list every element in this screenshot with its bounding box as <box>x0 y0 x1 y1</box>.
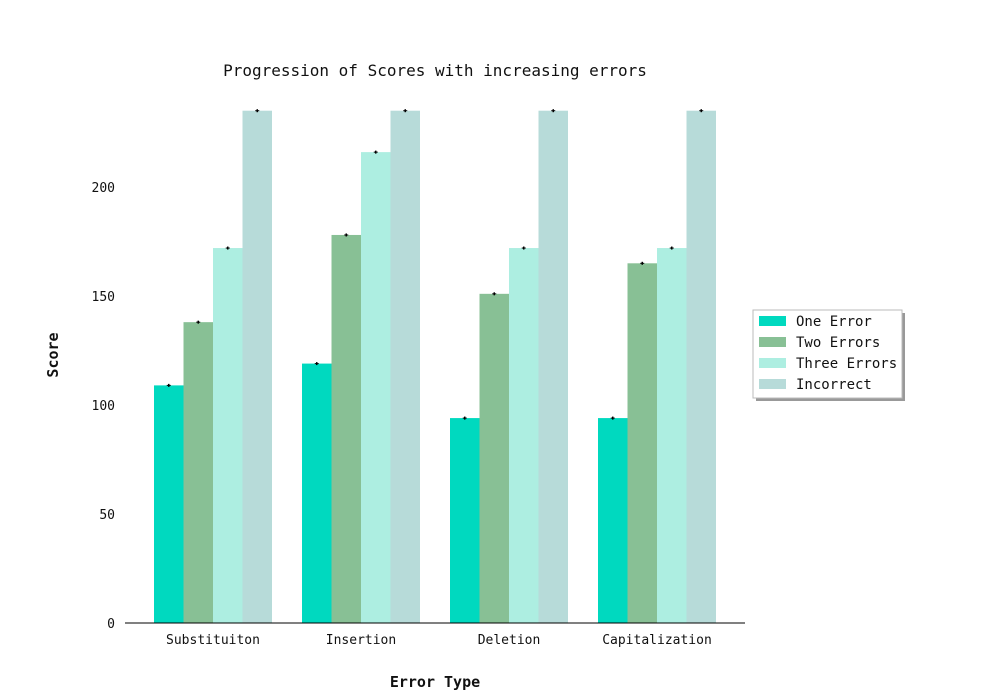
chart-title: Progression of Scores with increasing er… <box>223 61 647 80</box>
y-tick-label: 100 <box>92 399 115 414</box>
plot-area <box>154 109 716 624</box>
bar-incorrect-insertion <box>390 110 420 623</box>
legend-label: Two Errors <box>796 335 880 351</box>
y-axis: 0 50 100 150 200 <box>92 181 115 632</box>
legend-swatch <box>759 316 786 326</box>
y-tick-label: 0 <box>107 617 115 632</box>
x-axis: Substituiton Insertion Deletion Capitalizat… <box>166 633 712 648</box>
legend-label: Incorrect <box>796 377 872 393</box>
y-tick-label: 150 <box>92 290 115 305</box>
legend-swatch <box>759 337 786 347</box>
bar-two-errors-insertion <box>331 234 361 623</box>
bar-two-errors-deletion <box>479 293 509 623</box>
legend-swatch <box>759 379 786 389</box>
bar-two-errors-capitalization <box>627 263 657 623</box>
bar-two-errors-substituiton <box>183 322 213 623</box>
bar-one-error-insertion <box>302 363 332 623</box>
bar-incorrect-substituiton <box>242 110 272 623</box>
x-tick-label: Substituiton <box>166 633 260 648</box>
x-tick-label: Insertion <box>326 633 396 648</box>
bar-one-error-capitalization <box>598 418 628 623</box>
legend-label: Three Errors <box>796 356 897 372</box>
bar-one-error-substituiton <box>154 385 184 623</box>
bar-three-errors-insertion <box>361 152 391 623</box>
x-tick-label: Capitalization <box>602 633 712 648</box>
legend: One Error Two Errors Three Errors Incorrect <box>752 309 905 401</box>
x-tick-label: Deletion <box>478 633 541 648</box>
legend-label: One Error <box>796 314 872 330</box>
bar-three-errors-deletion <box>509 248 539 624</box>
legend-swatch <box>759 358 786 368</box>
bar-incorrect-capitalization <box>686 110 716 623</box>
bar-three-errors-substituiton <box>213 248 243 624</box>
y-tick-label: 200 <box>92 181 115 196</box>
bar-three-errors-capitalization <box>657 248 687 624</box>
bar-incorrect-deletion <box>538 110 568 623</box>
bar-one-error-deletion <box>450 418 480 623</box>
y-tick-label: 50 <box>99 508 115 523</box>
y-axis-label: Score <box>44 332 62 377</box>
x-axis-label: Error Type <box>390 673 480 691</box>
